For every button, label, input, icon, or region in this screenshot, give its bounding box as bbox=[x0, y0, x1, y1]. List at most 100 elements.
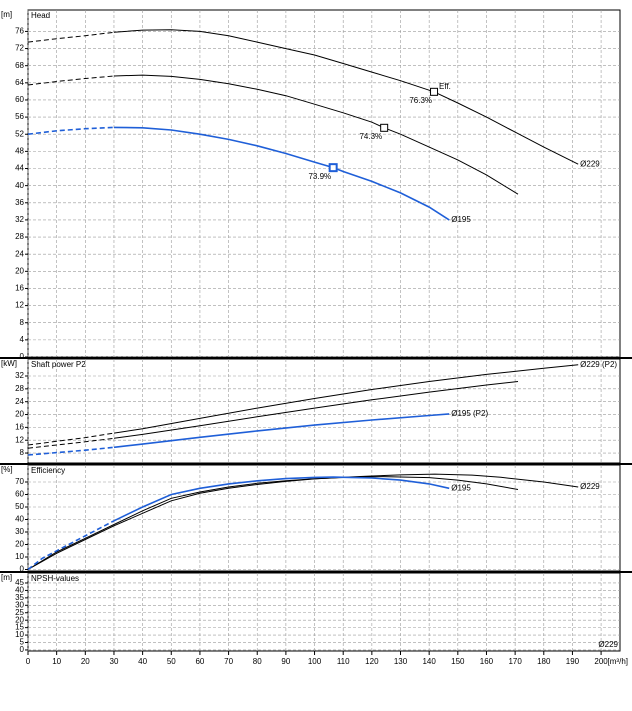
unit-label: [%] bbox=[1, 465, 13, 474]
curve bbox=[27, 476, 519, 570]
y-tick-label: 30 bbox=[15, 600, 24, 609]
curve-label: Ø229 bbox=[580, 482, 600, 491]
y-tick-label: 0 bbox=[20, 645, 25, 654]
curve-label: Ø229 (P2) bbox=[580, 360, 617, 369]
curve bbox=[27, 437, 115, 449]
duty-point bbox=[380, 123, 389, 132]
curve bbox=[27, 446, 115, 456]
y-tick-label: 8 bbox=[20, 318, 25, 327]
x-tick-label: 100 bbox=[308, 657, 322, 666]
y-tick-label: 12 bbox=[15, 435, 24, 444]
y-tick-label: 56 bbox=[15, 112, 24, 121]
x-tick-label: 0 bbox=[26, 657, 31, 666]
unit-label: [m] bbox=[1, 10, 12, 19]
curve bbox=[113, 74, 519, 195]
x-tick-label: 30 bbox=[110, 657, 119, 666]
x-tick-label: 120 bbox=[365, 657, 379, 666]
curve bbox=[27, 31, 115, 43]
curve bbox=[113, 413, 450, 449]
npsh-label: Ø229 bbox=[598, 640, 618, 649]
curve-label: Ø195 (P2) bbox=[451, 409, 488, 418]
y-tick-label: 16 bbox=[15, 284, 24, 293]
y-tick-label: 64 bbox=[15, 78, 24, 87]
panel-title: Head bbox=[31, 11, 50, 20]
y-tick-label: 16 bbox=[15, 422, 24, 431]
y-tick-label: 35 bbox=[15, 593, 24, 602]
y-tick-label: 10 bbox=[15, 552, 24, 561]
curve bbox=[113, 126, 450, 221]
y-tick-label: 36 bbox=[15, 198, 24, 207]
y-tick-label: 28 bbox=[15, 232, 24, 241]
x-tick-label: 180 bbox=[537, 657, 551, 666]
panel-frame bbox=[27, 9, 621, 358]
y-tick-label: 68 bbox=[15, 61, 24, 70]
unit-label: [m] bbox=[1, 573, 12, 582]
y-tick-label: 20 bbox=[15, 615, 24, 624]
panel-frame bbox=[27, 572, 621, 652]
y-tick-label: 48 bbox=[15, 146, 24, 155]
x-unit: [m³/h] bbox=[608, 657, 628, 666]
duty-point bbox=[430, 87, 439, 96]
y-tick-label: 20 bbox=[15, 266, 24, 275]
x-tick-label: 190 bbox=[566, 657, 580, 666]
x-tick-label: 110 bbox=[337, 657, 350, 666]
x-tick-label: 130 bbox=[394, 657, 408, 666]
curve-label: Ø195 bbox=[451, 483, 471, 492]
y-tick-label: 4 bbox=[20, 335, 25, 344]
y-tick-label: 32 bbox=[15, 215, 24, 224]
x-tick-label: 70 bbox=[224, 657, 233, 666]
y-tick-label: 20 bbox=[15, 410, 24, 419]
x-tick-label: 50 bbox=[167, 657, 176, 666]
curve-label: Ø229 bbox=[580, 159, 600, 168]
y-tick-label: 30 bbox=[15, 527, 24, 536]
x-tick-label: 140 bbox=[422, 657, 436, 666]
y-tick-label: 24 bbox=[15, 249, 24, 258]
curve bbox=[27, 520, 115, 571]
x-tick-label: 10 bbox=[52, 657, 61, 666]
unit-label: [kW] bbox=[1, 359, 17, 368]
y-tick-label: 40 bbox=[15, 586, 24, 595]
y-tick-label: 32 bbox=[15, 371, 24, 380]
y-tick-label: 20 bbox=[15, 540, 24, 549]
y-tick-label: 8 bbox=[20, 448, 25, 457]
curve bbox=[113, 364, 579, 434]
x-tick-label: 200 bbox=[594, 657, 608, 666]
duty-point-label: 74.3% bbox=[359, 132, 382, 141]
y-tick-label: 40 bbox=[15, 515, 24, 524]
x-tick-label: 90 bbox=[281, 657, 290, 666]
y-tick-label: 40 bbox=[15, 181, 24, 190]
curve bbox=[27, 432, 115, 446]
y-tick-label: 0 bbox=[20, 352, 25, 361]
y-tick-label: 12 bbox=[15, 301, 24, 310]
y-tick-label: 70 bbox=[15, 477, 24, 486]
panel-title: NPSH-values bbox=[31, 574, 79, 583]
y-tick-label: 60 bbox=[15, 95, 24, 104]
y-tick-label: 45 bbox=[15, 578, 24, 587]
curve-label: Ø195 bbox=[451, 215, 471, 224]
y-tick-label: 76 bbox=[15, 27, 24, 36]
x-tick-label: 170 bbox=[508, 657, 522, 666]
y-tick-label: 10 bbox=[15, 630, 24, 639]
eff-label: Eff. bbox=[439, 82, 451, 91]
y-tick-label: 24 bbox=[15, 397, 24, 406]
x-tick-label: 150 bbox=[451, 657, 465, 666]
curve bbox=[113, 381, 519, 439]
y-tick-label: 44 bbox=[15, 164, 24, 173]
y-tick-label: 5 bbox=[20, 638, 25, 647]
curve bbox=[113, 476, 450, 522]
curve bbox=[27, 126, 115, 135]
y-tick-label: 28 bbox=[15, 384, 24, 393]
y-tick-label: 25 bbox=[15, 608, 24, 617]
y-tick-label: 15 bbox=[15, 623, 24, 632]
curve bbox=[27, 473, 579, 570]
duty-point bbox=[328, 163, 338, 173]
y-tick-label: 50 bbox=[15, 502, 24, 511]
x-tick-label: 160 bbox=[480, 657, 494, 666]
duty-point-label: 76.3% bbox=[409, 96, 432, 105]
curve bbox=[27, 75, 115, 86]
x-tick-label: 60 bbox=[195, 657, 204, 666]
duty-point-label: 73.9% bbox=[308, 172, 331, 181]
panel-title: Efficiency bbox=[31, 466, 65, 475]
y-tick-label: 52 bbox=[15, 129, 24, 138]
